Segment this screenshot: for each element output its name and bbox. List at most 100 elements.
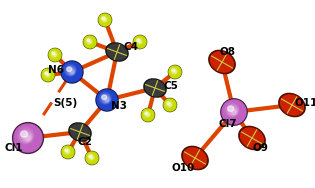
Ellipse shape bbox=[69, 69, 74, 74]
Ellipse shape bbox=[87, 152, 95, 161]
Ellipse shape bbox=[85, 37, 93, 45]
Ellipse shape bbox=[138, 40, 141, 43]
Ellipse shape bbox=[84, 36, 96, 48]
Ellipse shape bbox=[88, 154, 94, 160]
Ellipse shape bbox=[142, 109, 151, 118]
Ellipse shape bbox=[141, 108, 155, 122]
Ellipse shape bbox=[99, 14, 111, 26]
Text: Cl7: Cl7 bbox=[219, 119, 237, 129]
Ellipse shape bbox=[101, 16, 107, 22]
Ellipse shape bbox=[15, 125, 35, 145]
Ellipse shape bbox=[174, 71, 176, 73]
Ellipse shape bbox=[209, 50, 235, 74]
Ellipse shape bbox=[104, 97, 109, 102]
Ellipse shape bbox=[172, 69, 177, 74]
Ellipse shape bbox=[24, 134, 31, 141]
Ellipse shape bbox=[279, 93, 305, 117]
Ellipse shape bbox=[100, 14, 108, 23]
Ellipse shape bbox=[172, 69, 175, 72]
Ellipse shape bbox=[14, 124, 42, 152]
Ellipse shape bbox=[144, 79, 166, 97]
Ellipse shape bbox=[228, 107, 238, 115]
Ellipse shape bbox=[133, 35, 146, 49]
Ellipse shape bbox=[221, 99, 247, 125]
Ellipse shape bbox=[223, 101, 240, 118]
Ellipse shape bbox=[83, 35, 97, 49]
Ellipse shape bbox=[52, 52, 55, 55]
Ellipse shape bbox=[173, 70, 176, 73]
Ellipse shape bbox=[54, 54, 56, 56]
Ellipse shape bbox=[182, 146, 208, 170]
Ellipse shape bbox=[102, 96, 110, 103]
Ellipse shape bbox=[146, 113, 149, 116]
Ellipse shape bbox=[13, 123, 43, 153]
Ellipse shape bbox=[145, 80, 165, 96]
Ellipse shape bbox=[142, 109, 154, 121]
Text: C5: C5 bbox=[163, 81, 178, 91]
Ellipse shape bbox=[230, 108, 237, 115]
Ellipse shape bbox=[135, 36, 143, 45]
Ellipse shape bbox=[227, 105, 238, 116]
Text: N6: N6 bbox=[48, 65, 64, 75]
Ellipse shape bbox=[62, 146, 71, 155]
Ellipse shape bbox=[169, 66, 181, 78]
Ellipse shape bbox=[49, 49, 61, 61]
Ellipse shape bbox=[65, 149, 70, 154]
Ellipse shape bbox=[41, 68, 54, 82]
Text: O11: O11 bbox=[295, 98, 315, 108]
Ellipse shape bbox=[53, 53, 56, 56]
Ellipse shape bbox=[89, 41, 91, 43]
Ellipse shape bbox=[86, 152, 98, 164]
Ellipse shape bbox=[106, 43, 128, 61]
Ellipse shape bbox=[50, 50, 57, 58]
Ellipse shape bbox=[100, 15, 107, 23]
Ellipse shape bbox=[144, 111, 150, 117]
Ellipse shape bbox=[52, 52, 57, 57]
Ellipse shape bbox=[45, 72, 50, 77]
Ellipse shape bbox=[98, 91, 112, 105]
Text: C2: C2 bbox=[77, 137, 92, 147]
Ellipse shape bbox=[99, 92, 111, 104]
Ellipse shape bbox=[232, 110, 236, 114]
Ellipse shape bbox=[63, 147, 71, 155]
Ellipse shape bbox=[210, 52, 233, 72]
Ellipse shape bbox=[167, 102, 172, 107]
Text: O9: O9 bbox=[252, 143, 268, 153]
Ellipse shape bbox=[165, 100, 173, 108]
Ellipse shape bbox=[67, 67, 72, 71]
Ellipse shape bbox=[169, 65, 182, 79]
Ellipse shape bbox=[20, 131, 28, 137]
Ellipse shape bbox=[171, 68, 177, 74]
Ellipse shape bbox=[222, 100, 246, 124]
Ellipse shape bbox=[166, 101, 172, 107]
Ellipse shape bbox=[168, 103, 171, 106]
Ellipse shape bbox=[42, 69, 54, 81]
Ellipse shape bbox=[26, 136, 30, 140]
Ellipse shape bbox=[163, 98, 177, 112]
Ellipse shape bbox=[102, 17, 105, 20]
Ellipse shape bbox=[147, 114, 149, 116]
Ellipse shape bbox=[139, 41, 141, 43]
Ellipse shape bbox=[51, 51, 57, 57]
Ellipse shape bbox=[135, 37, 142, 45]
Ellipse shape bbox=[103, 18, 106, 21]
Ellipse shape bbox=[169, 67, 178, 75]
Ellipse shape bbox=[87, 153, 94, 161]
Ellipse shape bbox=[143, 110, 151, 118]
Text: N3: N3 bbox=[111, 101, 127, 111]
Text: O8: O8 bbox=[219, 47, 235, 57]
Ellipse shape bbox=[17, 127, 34, 144]
Ellipse shape bbox=[281, 95, 303, 115]
Ellipse shape bbox=[137, 39, 140, 42]
Ellipse shape bbox=[89, 155, 94, 160]
Ellipse shape bbox=[49, 48, 62, 62]
Ellipse shape bbox=[225, 103, 239, 117]
Ellipse shape bbox=[87, 39, 92, 44]
Ellipse shape bbox=[86, 38, 92, 44]
Ellipse shape bbox=[102, 95, 107, 99]
Ellipse shape bbox=[69, 123, 91, 141]
Ellipse shape bbox=[66, 66, 76, 75]
Ellipse shape bbox=[65, 149, 68, 152]
Ellipse shape bbox=[61, 145, 75, 159]
Ellipse shape bbox=[70, 124, 90, 140]
